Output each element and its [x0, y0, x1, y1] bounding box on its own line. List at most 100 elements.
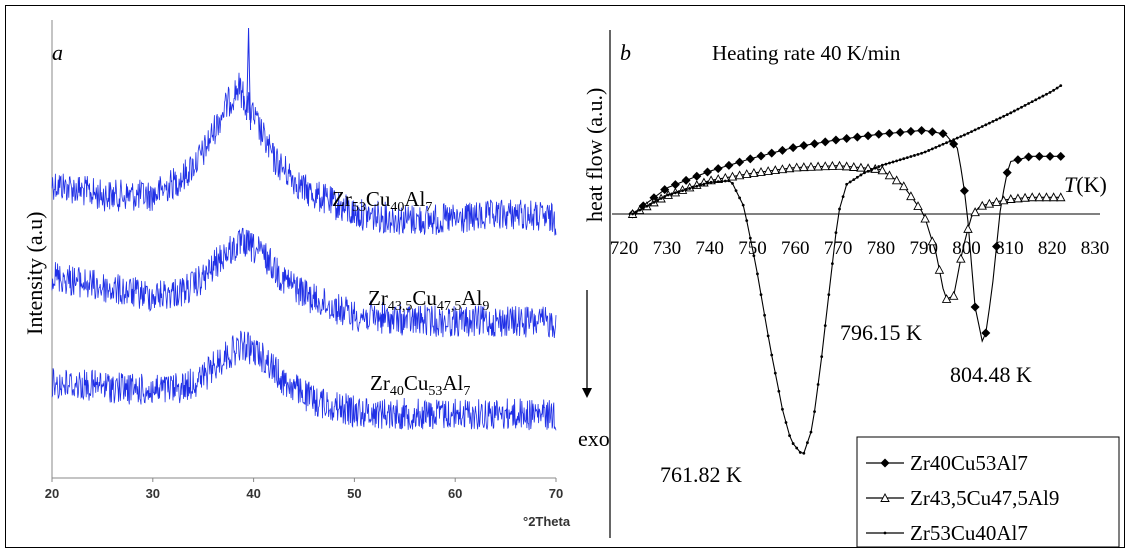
- diamond-marker: [788, 143, 798, 153]
- triangle-marker: [927, 236, 938, 246]
- dot-marker: [880, 163, 884, 167]
- dot-marker: [1002, 114, 1006, 118]
- dot-marker: [798, 451, 802, 454]
- exo-arrow-head: [582, 388, 592, 398]
- dot-marker: [1005, 113, 1009, 116]
- panel-a-tick-label: 60: [448, 486, 462, 501]
- dot-marker: [645, 204, 649, 208]
- panel-b-tick-label: 800: [952, 238, 981, 259]
- dot-marker: [681, 189, 684, 193]
- dot-marker: [845, 182, 849, 186]
- dot-marker: [702, 182, 706, 186]
- dot-marker: [870, 168, 874, 172]
- panel-a-tick-label: 70: [549, 486, 563, 501]
- series-label-part: Al: [404, 187, 425, 211]
- triangle-marker: [784, 163, 795, 173]
- panel-a-tick-label: 30: [146, 486, 160, 501]
- dot-marker: [766, 334, 770, 338]
- panel-a-series-label: Zr53Cu40Al7: [332, 187, 432, 215]
- dot-marker: [802, 451, 806, 455]
- panel-b-series: [627, 84, 1066, 455]
- dot-marker: [734, 189, 738, 193]
- dot-marker: [666, 193, 670, 197]
- dot-marker: [1012, 109, 1016, 113]
- triangle-marker: [877, 165, 888, 175]
- panel-a-tick-label: 40: [246, 486, 260, 501]
- dot-marker: [941, 142, 945, 146]
- panel-b-peak-labels: 804.48 K 796.15 K 761.82 K: [660, 320, 1032, 487]
- triangle-marker: [770, 165, 781, 175]
- series-label-part: 53: [352, 200, 366, 215]
- panel-b-series-diamond: [628, 125, 1066, 343]
- diamond-marker: [831, 135, 841, 145]
- diamond-marker: [949, 139, 959, 149]
- panel-a-series-line: [51, 72, 557, 236]
- triangle-marker: [777, 164, 788, 174]
- dot-marker: [991, 120, 995, 123]
- series-label-part: Al: [442, 371, 463, 395]
- dot-marker: [656, 199, 659, 202]
- dot-marker: [930, 147, 934, 151]
- peak-label: 804.48 K: [950, 362, 1032, 387]
- diamond-marker: [959, 186, 969, 196]
- dot-marker: [898, 158, 902, 162]
- dot-marker: [788, 434, 791, 438]
- triangle-marker: [1013, 193, 1023, 203]
- diamond-marker: [874, 129, 884, 139]
- diamond-marker: [938, 129, 948, 139]
- dot-marker: [716, 180, 720, 184]
- diamond-marker: [1024, 152, 1034, 162]
- triangle-marker: [884, 170, 895, 180]
- dot-marker: [670, 192, 674, 196]
- peak-label: 796.15 K: [840, 320, 922, 345]
- diamond-marker: [1013, 155, 1023, 165]
- panel-a-series: [51, 27, 557, 431]
- triangle-marker: [1034, 192, 1045, 202]
- dot-marker: [895, 159, 899, 163]
- series-label-part: 9: [482, 299, 489, 314]
- diamond-marker: [895, 127, 905, 137]
- dot-marker: [748, 236, 752, 240]
- triangle-marker: [998, 195, 1009, 205]
- panel-b-xlabel-italic: T: [1064, 172, 1078, 197]
- panel-b-tick-label: 730: [653, 238, 682, 259]
- panel-b-title: Heating rate 40 K/min: [712, 41, 901, 65]
- panel-a-series-label: Zr40Cu53Al7: [370, 371, 470, 399]
- dot-marker: [830, 262, 834, 265]
- dot-marker: [1059, 84, 1063, 88]
- dot-marker: [1037, 96, 1041, 100]
- diamond-marker: [1034, 151, 1044, 161]
- dot-marker: [1030, 100, 1034, 104]
- triangle-marker: [1020, 192, 1030, 202]
- triangle-marker: [920, 213, 930, 223]
- triangle-marker: [977, 200, 987, 210]
- dot-marker: [1052, 88, 1056, 92]
- legend-entry-label: Zr43,5Cu47,5Al9: [910, 486, 1059, 510]
- legend-entry-label: Zr53Cu40Al7: [910, 521, 1028, 545]
- dot-marker: [877, 165, 881, 168]
- dot-marker: [1045, 92, 1048, 96]
- dot-marker: [852, 178, 856, 181]
- panel-b-ylabel: heat flow (a.u.): [582, 88, 607, 222]
- dot-marker: [1009, 111, 1013, 115]
- series-label-part: Cu: [412, 286, 437, 310]
- dot-marker: [638, 208, 642, 212]
- diamond-marker: [880, 458, 890, 468]
- dot-marker: [1023, 103, 1027, 107]
- dot-marker: [920, 151, 923, 155]
- panel-b-tick-label: 720: [610, 238, 639, 259]
- triangle-marker: [956, 253, 966, 263]
- diamond-marker: [724, 160, 734, 170]
- triangle-marker: [898, 181, 909, 191]
- diamond-marker: [702, 167, 712, 177]
- diamond-marker: [777, 145, 787, 155]
- triangle-marker: [891, 175, 902, 185]
- figure-frame: [5, 5, 1125, 548]
- dot-marker: [959, 135, 963, 138]
- diamond-marker: [927, 127, 937, 137]
- dot-marker: [909, 155, 913, 158]
- diamond-marker: [1002, 168, 1012, 178]
- series-label-part: 40: [390, 384, 404, 399]
- panel-b-legend: Zr40Cu53Al7 Zr43,5Cu47,5Al9 Zr53Cu40Al7: [856, 436, 1120, 548]
